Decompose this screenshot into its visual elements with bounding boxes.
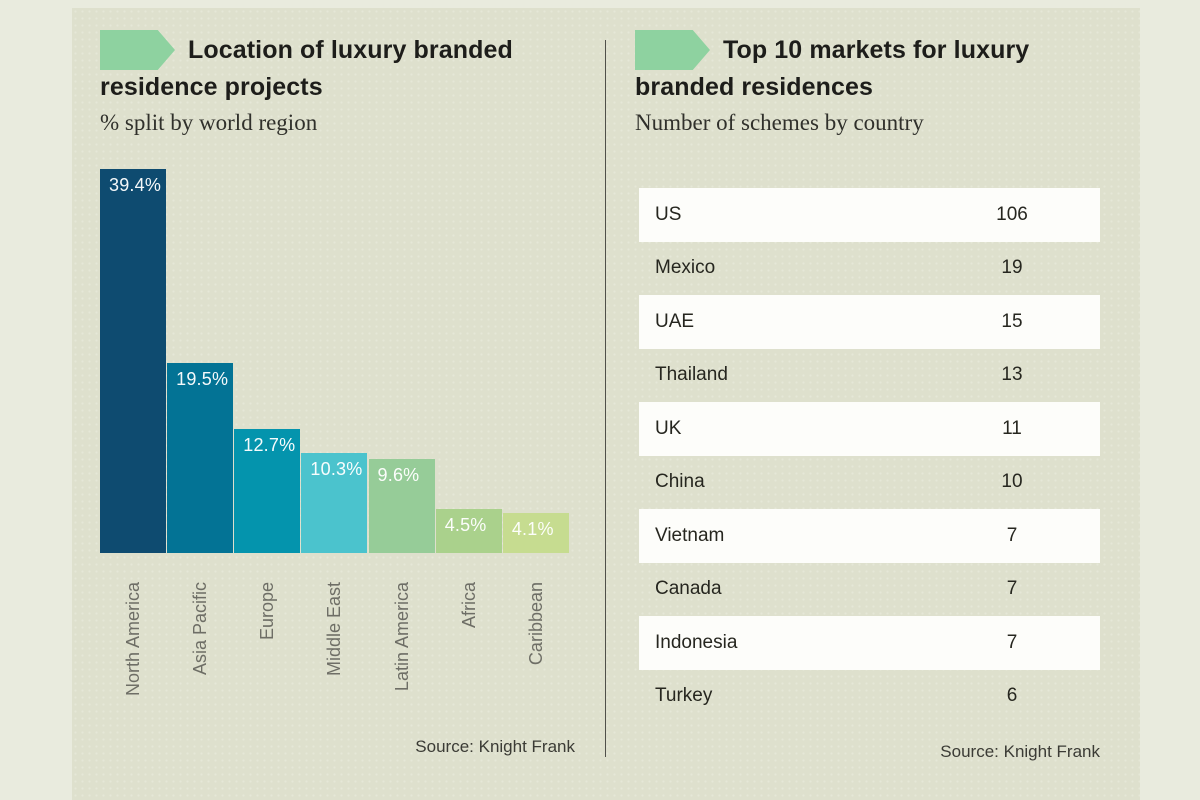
left-chart-subtitle: % split by world region <box>100 110 318 135</box>
country-name: Mexico <box>655 257 716 279</box>
left-chart-title: Location of luxury branded residence pro… <box>100 30 570 105</box>
scheme-count: 19 <box>1001 257 1023 279</box>
scheme-count: 6 <box>1006 685 1018 707</box>
country-name: Canada <box>655 578 722 600</box>
x-axis-label: Africa <box>458 582 479 629</box>
scheme-count: 13 <box>1001 364 1023 386</box>
scheme-count: 11 <box>1002 417 1022 439</box>
right-table-subtitle: Number of schemes by country <box>635 110 924 135</box>
table-row-canada: Canada 7 <box>639 563 1100 617</box>
scheme-count: 106 <box>996 203 1028 225</box>
bar-africa: 4.5% <box>435 509 502 553</box>
bar-middle-east: 10.3% <box>301 453 368 553</box>
country-name: UAE <box>655 310 695 332</box>
table-row-mexico: Mexico 19 <box>639 242 1100 296</box>
bar-value-label: 10.3% <box>310 459 363 479</box>
bar-north-america: 39.4% <box>100 169 166 553</box>
table-row-turkey: Turkey 6 <box>639 670 1100 724</box>
scheme-count: 7 <box>1006 631 1018 653</box>
table-row-thailand: Thailand 13 <box>639 349 1100 403</box>
bar-value-label: 4.1% <box>511 519 554 539</box>
x-axis-label: North America <box>123 582 143 697</box>
bar-asia-pacific: 19.5% <box>167 363 234 553</box>
country-name: Indonesia <box>655 631 738 653</box>
column-divider <box>605 40 606 757</box>
table-row-uae: UAE 15 <box>639 295 1100 349</box>
table-row-vietnam: Vietnam 7 <box>639 509 1100 563</box>
country-name: Thailand <box>655 364 728 386</box>
x-axis-label: Middle East <box>324 582 345 677</box>
country-name: US <box>655 203 682 225</box>
x-axis-label: Asia Pacific <box>190 582 211 676</box>
x-axis-label: Caribbean <box>525 582 546 666</box>
bar-value-label: 19.5% <box>176 369 229 389</box>
scheme-count: 7 <box>1006 524 1018 546</box>
country-name: Turkey <box>655 685 713 707</box>
infographic-card: Location of luxury branded residence pro… <box>72 8 1140 800</box>
table-row-indonesia: Indonesia 7 <box>639 616 1100 670</box>
arrow-icon <box>100 30 175 70</box>
x-axis-label: Europe <box>257 582 278 641</box>
left-chart-title-text: Location of luxury branded residence pro… <box>100 36 513 101</box>
left-chart-source: Source: Knight Frank <box>415 737 575 756</box>
x-axis-label: Latin America <box>391 582 412 692</box>
bar-caribbean: 4.1% <box>502 513 569 553</box>
country-table: US 106 Mexico 19 UAE 15 Thailand 13 UK 11 China 10 V… <box>639 188 1100 723</box>
arrow-icon <box>635 30 710 70</box>
country-name: UK <box>655 417 682 439</box>
table-row-uk: UK 11 <box>639 402 1100 456</box>
bar-latin-america: 9.6% <box>368 459 435 553</box>
country-name: China <box>655 471 705 493</box>
right-table-source: Source: Knight Frank <box>940 742 1100 761</box>
bar-europe: 12.7% <box>234 429 301 553</box>
table-row-china: China 10 <box>639 456 1100 510</box>
bar-value-label: 39.4% <box>109 175 162 195</box>
country-name: Vietnam <box>655 524 725 546</box>
scheme-count: 10 <box>1001 471 1023 493</box>
right-table-title: Top 10 markets for luxury branded reside… <box>635 30 1085 105</box>
bar-chart: 39.4% North America 19.5% Asia Pacific 12.7%… <box>100 169 570 696</box>
bar-value-label: 9.6% <box>377 465 420 485</box>
table-row-us: US 106 <box>639 188 1100 242</box>
right-table-title-text: Top 10 markets for luxury branded reside… <box>635 36 1030 101</box>
scheme-count: 7 <box>1006 578 1018 600</box>
scheme-count: 15 <box>1001 310 1023 332</box>
bar-value-label: 12.7% <box>243 435 296 455</box>
bar-value-label: 4.5% <box>444 515 487 535</box>
